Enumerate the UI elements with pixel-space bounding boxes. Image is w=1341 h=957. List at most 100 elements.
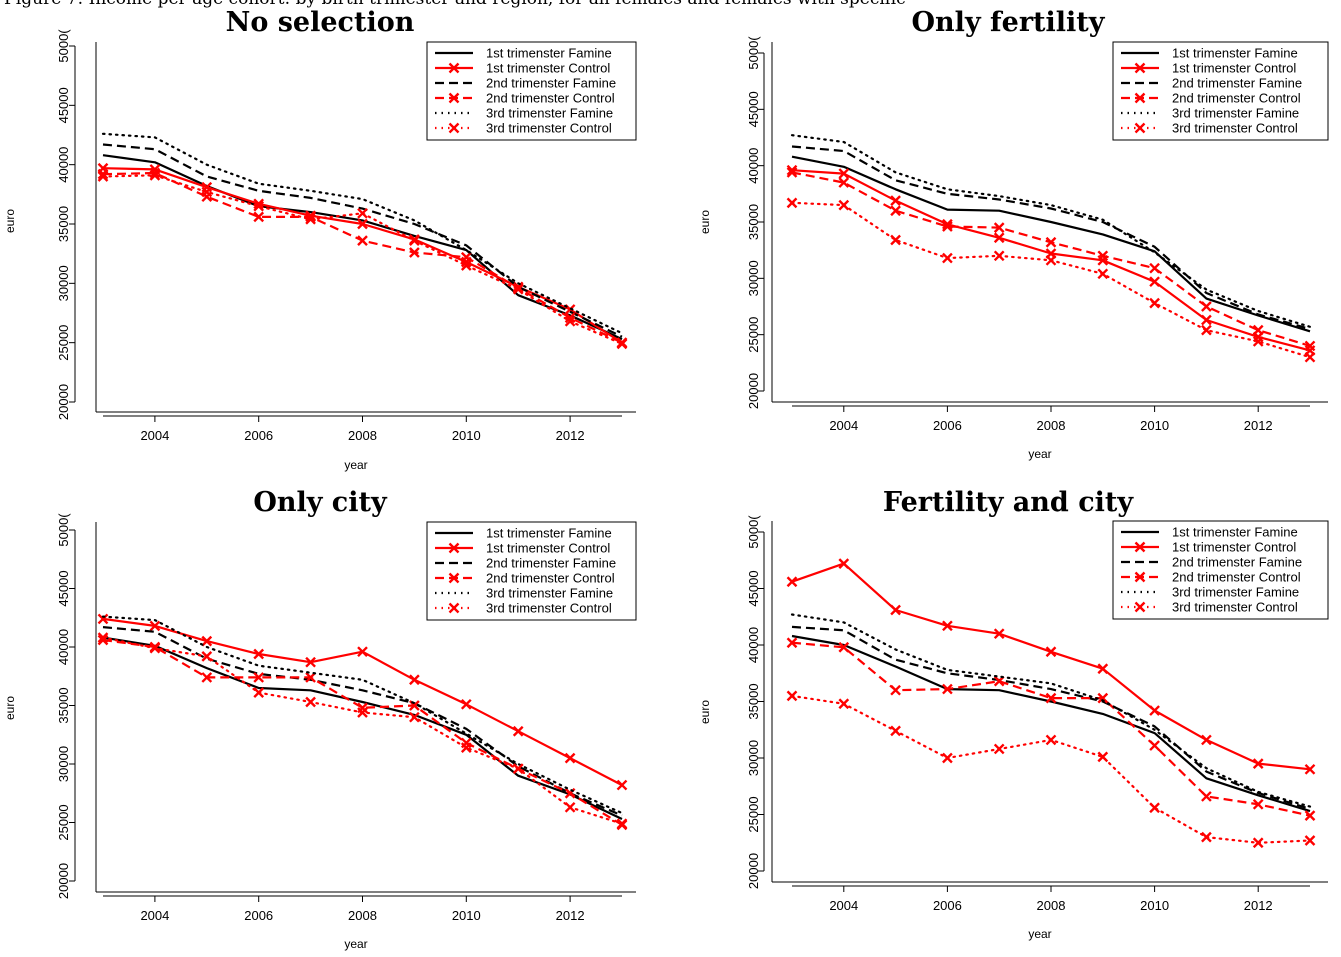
series-point-3 [1097, 692, 1109, 704]
legend-marker-1 [1134, 541, 1146, 553]
series-point-3 [1149, 262, 1160, 274]
legend-label-0: 1st trimenster Famine [1172, 46, 1298, 61]
legend-label-1: 1st trimenster Control [486, 541, 610, 556]
series-point-5 [890, 234, 901, 246]
y-tick-label: 30000 [746, 740, 761, 776]
legend-marker-1 [448, 542, 460, 554]
x-tick-label: 2004 [829, 418, 858, 433]
series-line-3 [102, 171, 623, 344]
series-point-1 [357, 218, 368, 230]
series-point-5 [305, 696, 316, 708]
x-tick-label: 2008 [1037, 898, 1066, 913]
legend-marker-3 [448, 572, 460, 584]
series-point-1 [357, 646, 368, 658]
chart-panel-0: No selection 20000 25000 30000 35000 40000 450… [3, 7, 637, 472]
chart-title: Only city [253, 487, 388, 518]
y-tick-label: 5000( [56, 513, 71, 547]
series-point-1 [1201, 734, 1212, 746]
legend-marker-3 [1134, 92, 1146, 104]
series-point-5 [512, 763, 524, 775]
series-point-5 [1304, 835, 1316, 846]
legend-label-3: 2nd trimenster Control [486, 571, 615, 586]
series-point-3 [409, 247, 420, 258]
series-point-1 [512, 725, 524, 737]
x-axis-label: year [344, 458, 367, 472]
series-point-5 [1304, 351, 1316, 363]
y-tick-label: 20000 [56, 863, 71, 899]
series-point-5 [616, 338, 628, 350]
series-point-1 [1149, 705, 1160, 716]
series-point-3 [253, 672, 265, 683]
series-point-3 [1045, 692, 1057, 704]
series-point-5 [1201, 831, 1212, 843]
series-point-5 [1149, 802, 1160, 814]
legend-label-5: 3rd trimenster Control [1172, 121, 1298, 136]
y-tick-label: 35000 [56, 687, 71, 723]
y-tick-label: 40000 [746, 148, 761, 184]
x-tick-label: 2010 [452, 908, 481, 923]
series-point-3 [357, 235, 368, 246]
series-point-3 [97, 634, 109, 646]
series-point-1 [460, 698, 472, 710]
legend-marker-5 [1134, 601, 1146, 613]
series-point-5 [409, 235, 420, 246]
y-tick-label: 25000 [746, 796, 761, 832]
series-point-5 [201, 186, 213, 198]
series-point-3 [890, 205, 901, 217]
series-point-3 [993, 675, 1005, 687]
figure-caption: Figure 7: Income per age cohort: by birt… [0, 0, 1341, 10]
legend-marker-5 [448, 602, 460, 614]
series-point-1 [1201, 314, 1212, 326]
series-point-1 [1252, 758, 1264, 769]
series-point-1 [993, 628, 1005, 640]
legend-label-2: 2nd trimenster Famine [486, 76, 616, 91]
series-point-5 [890, 725, 901, 737]
series-point-3 [838, 177, 850, 188]
x-tick-label: 2008 [348, 428, 377, 443]
series-point-5 [838, 698, 850, 710]
legend-label-4: 3rd trimenster Famine [1172, 106, 1299, 121]
x-tick-label: 2008 [1037, 418, 1066, 433]
series-point-5 [786, 690, 798, 702]
series-point-3 [838, 641, 850, 653]
x-tick-label: 2010 [1140, 898, 1169, 913]
y-tick-label: 20000 [56, 384, 71, 420]
series-point-1 [838, 168, 850, 179]
series-point-3 [1045, 236, 1057, 248]
y-axis-label: euro [3, 209, 17, 233]
y-tick-label: 5000( [746, 515, 761, 549]
series-point-5 [942, 252, 953, 264]
y-tick-label: 35000 [746, 683, 761, 719]
series-point-5 [149, 169, 161, 181]
y-tick-label: 35000 [746, 204, 761, 240]
series-point-3 [149, 167, 161, 179]
series-point-5 [1149, 297, 1160, 309]
legend-label-2: 2nd trimenster Famine [1172, 555, 1302, 570]
legend-marker-5 [448, 122, 460, 134]
series-point-5 [253, 200, 265, 212]
series-point-3 [97, 168, 109, 180]
series-point-5 [838, 199, 850, 211]
series-point-1 [201, 635, 213, 647]
legend-box [426, 41, 637, 141]
legend-label-3: 2nd trimenster Control [486, 91, 615, 106]
series-point-5 [616, 818, 628, 830]
chart-title: Fertility and city [883, 487, 1134, 518]
series-line-2 [791, 625, 1311, 810]
x-tick-label: 2006 [244, 428, 273, 443]
series-point-1 [1149, 276, 1160, 288]
series-point-5 [1252, 837, 1264, 849]
series-point-3 [942, 683, 953, 695]
series-point-5 [460, 742, 472, 753]
legend-marker-3 [1134, 571, 1146, 583]
chart-title: No selection [226, 7, 415, 38]
y-tick-label: 5000( [746, 36, 761, 70]
y-tick-label: 5000( [56, 29, 71, 63]
series-line-2 [102, 626, 623, 817]
x-tick-label: 2010 [1140, 418, 1169, 433]
series-point-1 [149, 620, 161, 632]
series-point-3 [253, 211, 265, 223]
series-line-3 [791, 641, 1311, 817]
y-tick-label: 30000 [746, 260, 761, 296]
